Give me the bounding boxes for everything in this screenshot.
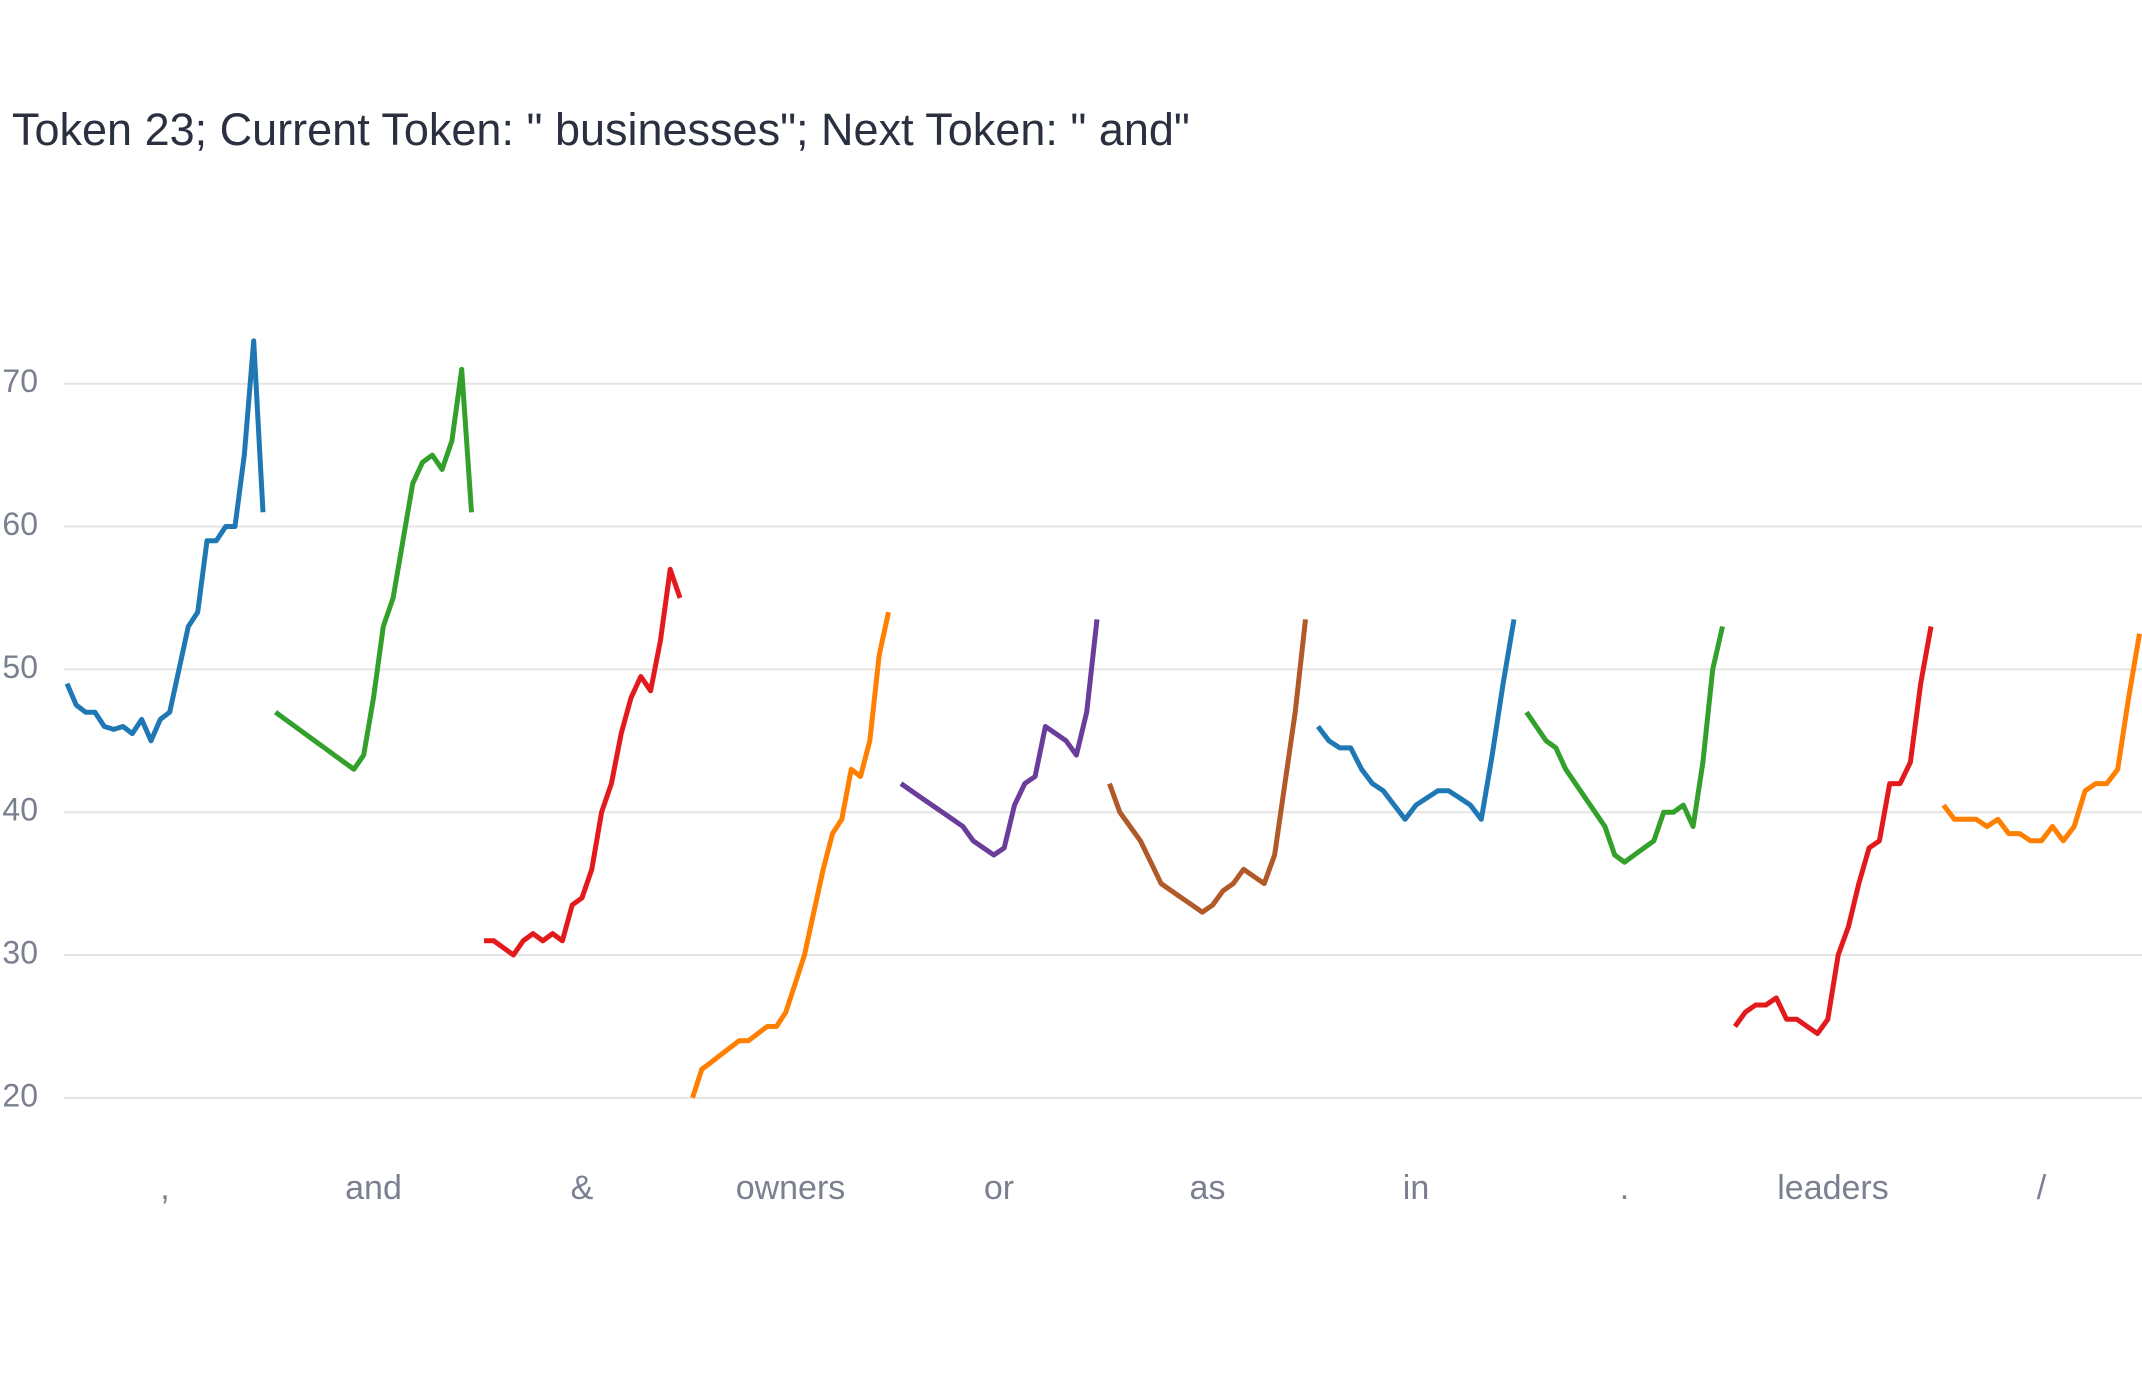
series-line bbox=[1316, 618, 1517, 822]
x-tick-label: and bbox=[345, 1169, 402, 1207]
series-line bbox=[64, 338, 266, 744]
y-tick-label: 60 bbox=[2, 506, 38, 542]
series-line bbox=[1732, 626, 1934, 1037]
x-tick-label: / bbox=[2037, 1169, 2047, 1207]
series-line bbox=[1107, 619, 1308, 915]
x-tick-label: . bbox=[1620, 1169, 1629, 1207]
x-tick-label: leaders bbox=[1777, 1169, 1889, 1207]
x-tick-label: in bbox=[1403, 1169, 1429, 1207]
series-line bbox=[1941, 633, 2142, 844]
series-line bbox=[899, 619, 1100, 858]
series-line bbox=[484, 566, 683, 958]
series-line bbox=[274, 366, 474, 772]
x-tick-label: or bbox=[984, 1169, 1014, 1207]
series-line bbox=[1524, 625, 1725, 865]
y-tick-label: 40 bbox=[2, 792, 38, 828]
y-tick-label: 30 bbox=[2, 934, 38, 970]
y-tick-label: 70 bbox=[2, 363, 38, 399]
x-tick-label: , bbox=[160, 1169, 169, 1207]
y-tick-label: 50 bbox=[2, 649, 38, 685]
y-tick-label: 20 bbox=[2, 1077, 38, 1113]
x-tick-label: as bbox=[1190, 1169, 1226, 1207]
chart-title: Token 23; Current Token: " businesses"; … bbox=[12, 104, 1190, 155]
x-tick-label: & bbox=[571, 1169, 594, 1207]
series-line bbox=[690, 611, 891, 1099]
x-tick-label: owners bbox=[736, 1169, 846, 1207]
